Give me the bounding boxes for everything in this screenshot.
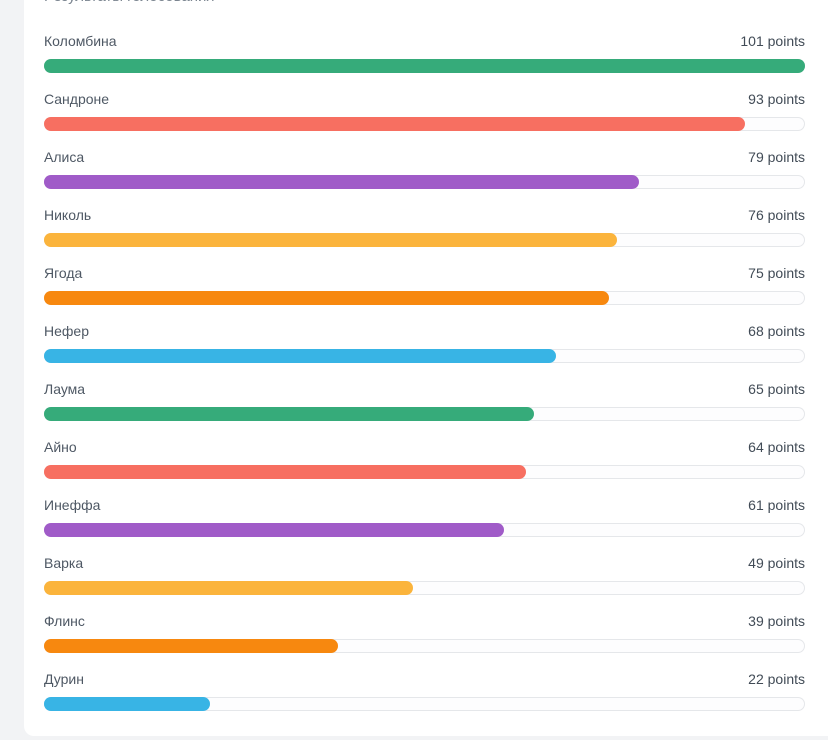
entry-points: 101 points: [740, 33, 805, 49]
entry-row: Сандроне 93 points: [44, 91, 805, 131]
clipped-header: Результаты голосования: [44, 0, 805, 6]
entry-name: Айно: [44, 439, 77, 455]
bar-fill: [44, 59, 805, 73]
entry-row: Флинс 39 points: [44, 613, 805, 653]
entry-name: Сандроне: [44, 91, 110, 107]
entry-points: 76 points: [748, 207, 805, 223]
entry-row-head: Нефер 68 points: [44, 323, 805, 340]
entry-name: Николь: [44, 207, 92, 223]
bar-track: [44, 349, 805, 363]
entry-row-head: Дурин 22 points: [44, 671, 805, 688]
bar-fill: [44, 523, 504, 537]
bar-track: [44, 581, 805, 595]
bar-fill: [44, 233, 617, 247]
entry-row: Лаума 65 points: [44, 381, 805, 421]
entry-points: 49 points: [748, 555, 805, 571]
entry-points: 39 points: [748, 613, 805, 629]
entry-row-head: Сандроне 93 points: [44, 91, 805, 108]
entry-name: Варка: [44, 555, 84, 571]
entry-name: Дурин: [44, 671, 84, 687]
entry-points: 22 points: [748, 671, 805, 687]
bar-track: [44, 175, 805, 189]
entry-name: Ягода: [44, 265, 83, 281]
bar-track: [44, 639, 805, 653]
entry-row: Ягода 75 points: [44, 265, 805, 305]
bar-fill: [44, 175, 640, 189]
entry-points: 68 points: [748, 323, 805, 339]
entry-row-head: Ягода 75 points: [44, 265, 805, 282]
bar-track: [44, 523, 805, 537]
entry-name: Инеффа: [44, 497, 101, 513]
entry-row: Варка 49 points: [44, 555, 805, 595]
bar-fill: [44, 581, 414, 595]
bar-fill: [44, 117, 745, 131]
bar-track: [44, 697, 805, 711]
bar-track: [44, 59, 805, 73]
entry-row-head: Флинс 39 points: [44, 613, 805, 630]
entry-name: Алиса: [44, 149, 85, 165]
entry-row: Дурин 22 points: [44, 671, 805, 711]
entry-row-head: Инеффа 61 points: [44, 497, 805, 514]
entry-points: 64 points: [748, 439, 805, 455]
entry-points: 79 points: [748, 149, 805, 165]
bar-track: [44, 465, 805, 479]
entry-name: Лаума: [44, 381, 86, 397]
entry-row: Инеффа 61 points: [44, 497, 805, 537]
entry-row-head: Алиса 79 points: [44, 149, 805, 166]
entry-name: Нефер: [44, 323, 89, 339]
entry-row: Нефер 68 points: [44, 323, 805, 363]
entry-row-head: Лаума 65 points: [44, 381, 805, 398]
entry-row: Коломбина 101 points: [44, 33, 805, 73]
entry-row-head: Николь 76 points: [44, 207, 805, 224]
bar-fill: [44, 291, 610, 305]
bar-track: [44, 233, 805, 247]
results-card: Результаты голосования Коломбина 101 poi…: [24, 0, 828, 736]
bar-track: [44, 407, 805, 421]
results-list: Коломбина 101 points Сандроне 93 points …: [44, 33, 805, 711]
entry-row-head: Айно 64 points: [44, 439, 805, 456]
entry-row-head: Варка 49 points: [44, 555, 805, 572]
bar-track: [44, 291, 805, 305]
bar-fill: [44, 697, 210, 711]
entry-row: Айно 64 points: [44, 439, 805, 479]
entry-row: Николь 76 points: [44, 207, 805, 247]
bar-fill: [44, 349, 557, 363]
entry-points: 65 points: [748, 381, 805, 397]
entry-name: Флинс: [44, 613, 85, 629]
bar-fill: [44, 407, 534, 421]
entry-points: 75 points: [748, 265, 805, 281]
entry-points: 93 points: [748, 91, 805, 107]
bar-track: [44, 117, 805, 131]
entry-points: 61 points: [748, 497, 805, 513]
entry-name: Коломбина: [44, 33, 117, 49]
bar-fill: [44, 639, 338, 653]
entry-row: Алиса 79 points: [44, 149, 805, 189]
bar-fill: [44, 465, 527, 479]
clipped-header-text: Результаты голосования: [44, 0, 805, 6]
entry-row-head: Коломбина 101 points: [44, 33, 805, 50]
